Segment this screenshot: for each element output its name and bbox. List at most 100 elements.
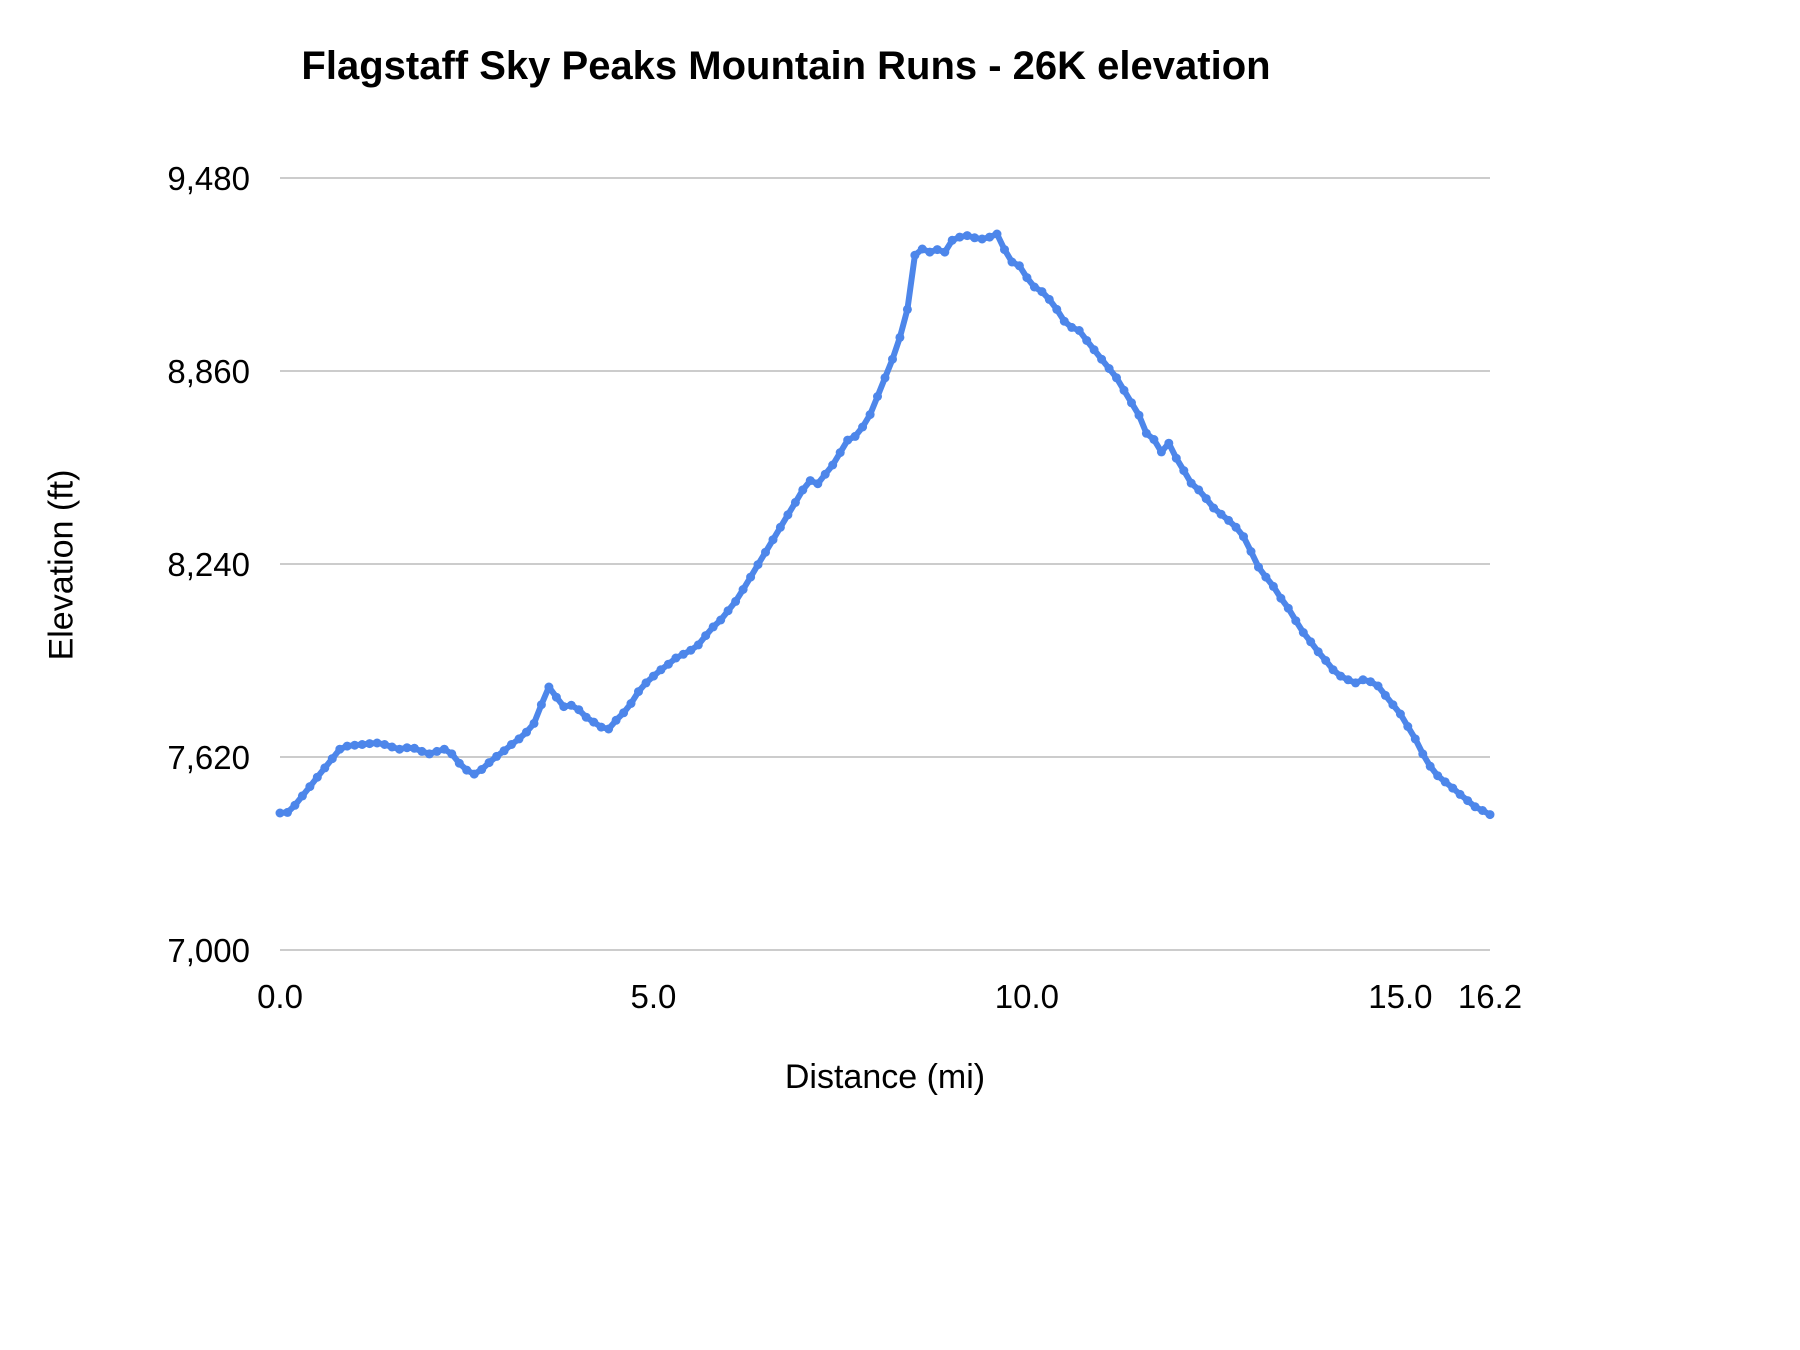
series-point	[1478, 806, 1487, 815]
series-point	[1246, 547, 1256, 556]
series-point	[402, 743, 412, 753]
series-point	[1029, 282, 1039, 292]
series-point	[820, 469, 830, 479]
series-point	[873, 392, 882, 401]
series-point	[701, 631, 711, 641]
series-point	[1104, 364, 1114, 373]
series-point	[409, 743, 419, 753]
series-point	[611, 715, 621, 725]
series-point	[910, 250, 920, 260]
series-point	[432, 746, 442, 756]
series-point	[1388, 700, 1398, 710]
series-point	[663, 659, 673, 669]
series-point	[813, 479, 823, 489]
series-point	[761, 547, 770, 557]
x-tick-label: 15.0	[1368, 978, 1432, 1015]
series-point	[1156, 447, 1166, 457]
series-point	[1022, 273, 1032, 283]
series-point	[1254, 562, 1263, 572]
series-point	[320, 763, 330, 773]
series-point	[738, 585, 748, 594]
series-point	[1059, 316, 1069, 326]
series-point	[850, 431, 860, 441]
series-point	[1336, 671, 1346, 681]
series-point	[469, 769, 479, 779]
series-point	[1328, 665, 1338, 675]
series-point	[477, 765, 487, 774]
series-point	[507, 740, 516, 749]
x-tick-label: 16.2	[1458, 978, 1522, 1015]
series-point	[775, 522, 785, 532]
series-point	[641, 678, 651, 688]
series-point	[671, 653, 681, 663]
series-point	[492, 751, 502, 761]
series-point	[275, 808, 285, 818]
series-point	[932, 245, 942, 255]
series-point	[514, 734, 524, 744]
series-point	[566, 700, 576, 710]
series-point	[1000, 245, 1009, 255]
series-point	[1119, 385, 1129, 395]
series-point	[1127, 398, 1136, 408]
series-point	[902, 304, 912, 314]
series-point	[888, 354, 897, 364]
series-point	[1321, 656, 1331, 665]
series-point	[395, 744, 404, 754]
series-point	[917, 244, 927, 254]
series-point	[604, 724, 614, 734]
series-point	[1268, 581, 1278, 591]
series-point	[805, 476, 815, 486]
x-axis-title: Distance (mi)	[784, 1058, 986, 1096]
series-point	[1463, 796, 1473, 806]
series-point	[305, 782, 315, 792]
series-point	[1201, 494, 1211, 504]
series-point	[1007, 257, 1017, 267]
series-elevation	[275, 229, 1495, 820]
series-point	[1209, 503, 1219, 513]
series-point	[1298, 628, 1308, 637]
chart-title: Flagstaff Sky Peaks Mountain Runs - 26K …	[301, 44, 1271, 88]
series-point	[380, 740, 390, 749]
series-point	[1014, 261, 1024, 271]
series-point	[1231, 522, 1241, 532]
series-point	[1067, 322, 1077, 332]
series-point	[895, 332, 905, 342]
series-point	[312, 772, 322, 782]
series-point	[1134, 410, 1144, 420]
series-point	[447, 749, 457, 759]
series-point	[947, 235, 957, 245]
series-point	[1410, 734, 1420, 744]
series-point	[574, 705, 584, 715]
series-point	[290, 800, 300, 810]
y-axis-title: Elevation (ft)	[42, 469, 81, 661]
series-point	[1044, 294, 1054, 304]
series-point	[992, 229, 1002, 239]
series-point	[589, 717, 599, 727]
series-point	[1089, 345, 1099, 355]
series-point	[693, 640, 703, 650]
series-point	[424, 749, 434, 759]
series-point	[283, 807, 292, 817]
series-point	[1373, 681, 1383, 691]
series-point	[798, 485, 808, 495]
series-point	[790, 497, 800, 507]
series-line	[277, 231, 1493, 818]
series-point	[335, 744, 345, 754]
series-point	[1485, 810, 1495, 820]
series-point	[1186, 478, 1196, 488]
series-point	[529, 718, 539, 728]
series-point	[1171, 453, 1181, 463]
series-point	[1082, 336, 1092, 345]
series-point	[686, 645, 696, 655]
gridlines	[280, 177, 1490, 951]
y-tick-label: 7,000	[167, 932, 250, 969]
y-tick-label: 9,480	[167, 160, 250, 197]
series-point	[1425, 761, 1435, 771]
series-point	[462, 765, 472, 775]
series-point	[1433, 771, 1443, 781]
series-point	[596, 722, 606, 732]
series-point	[1358, 675, 1368, 685]
series-point	[1037, 287, 1047, 297]
